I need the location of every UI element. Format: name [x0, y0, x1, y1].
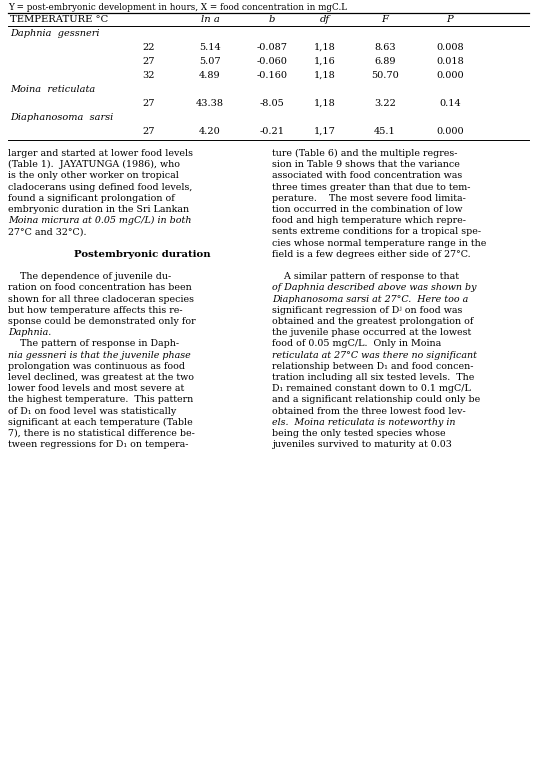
- Text: Postembryonic duration: Postembryonic duration: [74, 250, 211, 259]
- Text: -0.160: -0.160: [257, 71, 287, 80]
- Text: of Daphnia described above was shown by: of Daphnia described above was shown by: [272, 283, 477, 292]
- Text: ture (Table 6) and the multiple regres-: ture (Table 6) and the multiple regres-: [272, 149, 458, 158]
- Text: 1,16: 1,16: [314, 57, 336, 66]
- Text: 50.70: 50.70: [371, 71, 399, 80]
- Text: juveniles survived to maturity at 0.03: juveniles survived to maturity at 0.03: [272, 440, 452, 449]
- Text: The pattern of response in Daph-: The pattern of response in Daph-: [8, 340, 179, 349]
- Text: tration including all six tested levels.  The: tration including all six tested levels.…: [272, 373, 475, 382]
- Text: 1,18: 1,18: [314, 99, 336, 108]
- Text: but how temperature affects this re-: but how temperature affects this re-: [8, 306, 183, 315]
- Text: reticulata at 27°C was there no significant: reticulata at 27°C was there no signific…: [272, 351, 477, 359]
- Text: A similar pattern of response to that: A similar pattern of response to that: [272, 272, 460, 282]
- Text: 0.000: 0.000: [436, 71, 464, 80]
- Text: (Table 1).  JAYATUNGA (1986), who: (Table 1). JAYATUNGA (1986), who: [8, 160, 180, 169]
- Text: the juvenile phase occurred at the lowest: the juvenile phase occurred at the lowes…: [272, 328, 471, 337]
- Text: tion occurred in the combination of low: tion occurred in the combination of low: [272, 205, 463, 214]
- Text: 43.38: 43.38: [196, 99, 224, 108]
- Text: 3.22: 3.22: [374, 99, 396, 108]
- Text: P: P: [447, 15, 453, 24]
- Text: larger and started at lower food levels: larger and started at lower food levels: [8, 149, 193, 158]
- Text: -0.21: -0.21: [259, 127, 285, 136]
- Text: 45.1: 45.1: [374, 127, 396, 136]
- Text: obtained and the greatest prolongation of: obtained and the greatest prolongation o…: [272, 317, 474, 326]
- Text: 0.018: 0.018: [436, 57, 464, 66]
- Text: 1,18: 1,18: [314, 43, 336, 52]
- Text: -8.05: -8.05: [259, 99, 285, 108]
- Text: the highest temperature.  This pattern: the highest temperature. This pattern: [8, 395, 193, 404]
- Text: D₁ remained constant down to 0.1 mgC/L: D₁ remained constant down to 0.1 mgC/L: [272, 385, 471, 393]
- Text: 5.14: 5.14: [199, 43, 221, 52]
- Text: 32: 32: [142, 71, 155, 80]
- Text: Moina  reticulata: Moina reticulata: [10, 85, 95, 94]
- Text: The dependence of juvenile du-: The dependence of juvenile du-: [8, 272, 171, 282]
- Text: ration on food concentration has been: ration on food concentration has been: [8, 283, 192, 292]
- Text: Daphnia.: Daphnia.: [8, 328, 51, 337]
- Text: associated with food concentration was: associated with food concentration was: [272, 172, 463, 180]
- Text: significant regression of Dʲ on food was: significant regression of Dʲ on food was: [272, 306, 463, 315]
- Text: level declined, was greatest at the two: level declined, was greatest at the two: [8, 373, 194, 382]
- Text: tween regressions for D₁ on tempera-: tween regressions for D₁ on tempera-: [8, 440, 188, 449]
- Text: F: F: [381, 15, 388, 24]
- Text: 0.000: 0.000: [436, 127, 464, 136]
- Text: 0.14: 0.14: [439, 99, 461, 108]
- Text: embryonic duration in the Sri Lankan: embryonic duration in the Sri Lankan: [8, 205, 189, 214]
- Text: df: df: [320, 15, 330, 24]
- Text: is the only other worker on tropical: is the only other worker on tropical: [8, 172, 179, 180]
- Text: 0.008: 0.008: [436, 43, 464, 52]
- Text: sion in Table 9 shows that the variance: sion in Table 9 shows that the variance: [272, 160, 460, 169]
- Text: obtained from the three lowest food lev-: obtained from the three lowest food lev-: [272, 407, 466, 416]
- Text: of D₁ on food level was statistically: of D₁ on food level was statistically: [8, 407, 176, 416]
- Text: prolongation was continuous as food: prolongation was continuous as food: [8, 362, 185, 371]
- Text: -0.060: -0.060: [257, 57, 287, 66]
- Text: Diaphanosoma sarsi at 27°C.  Here too a: Diaphanosoma sarsi at 27°C. Here too a: [272, 295, 469, 304]
- Text: b: b: [269, 15, 275, 24]
- Text: cies whose normal temperature range in the: cies whose normal temperature range in t…: [272, 239, 487, 248]
- Text: sponse could be demonstrated only for: sponse could be demonstrated only for: [8, 317, 195, 326]
- Text: sents extreme conditions for a tropical spe-: sents extreme conditions for a tropical …: [272, 227, 482, 237]
- Text: 27: 27: [142, 99, 155, 108]
- Text: 6.89: 6.89: [374, 57, 396, 66]
- Text: Y = post-embryonic development in hours, X = food concentration in mgC.L: Y = post-embryonic development in hours,…: [8, 3, 347, 12]
- Text: food and high temperature which repre-: food and high temperature which repre-: [272, 216, 467, 225]
- Text: 27: 27: [142, 57, 155, 66]
- Text: 27: 27: [142, 127, 155, 136]
- Text: food of 0.05 mgC/L.  Only in Moina: food of 0.05 mgC/L. Only in Moina: [272, 340, 442, 349]
- Text: being the only tested species whose: being the only tested species whose: [272, 429, 446, 438]
- Text: Moina micrura at 0.05 mgC/L) in both: Moina micrura at 0.05 mgC/L) in both: [8, 216, 192, 225]
- Text: 1,18: 1,18: [314, 71, 336, 80]
- Text: 1,17: 1,17: [314, 127, 336, 136]
- Text: Diaphanosoma  sarsi: Diaphanosoma sarsi: [10, 113, 113, 122]
- Text: nia gessneri is that the juvenile phase: nia gessneri is that the juvenile phase: [8, 351, 191, 359]
- Text: 8.63: 8.63: [374, 43, 396, 52]
- Text: ln a: ln a: [200, 15, 220, 24]
- Text: 4.20: 4.20: [199, 127, 221, 136]
- Text: 5.07: 5.07: [199, 57, 221, 66]
- Text: three times greater than that due to tem-: three times greater than that due to tem…: [272, 182, 471, 192]
- Text: els.  Moina reticulata is noteworthy in: els. Moina reticulata is noteworthy in: [272, 418, 456, 427]
- Text: Daphnia  gessneri: Daphnia gessneri: [10, 29, 99, 38]
- Text: found a significant prolongation of: found a significant prolongation of: [8, 194, 175, 203]
- Text: -0.087: -0.087: [257, 43, 287, 52]
- Text: relationship between D₁ and food concen-: relationship between D₁ and food concen-: [272, 362, 474, 371]
- Text: shown for all three cladoceran species: shown for all three cladoceran species: [8, 295, 194, 304]
- Text: TEMPERATURE °C: TEMPERATURE °C: [10, 15, 108, 24]
- Text: and a significant relationship could only be: and a significant relationship could onl…: [272, 395, 481, 404]
- Text: field is a few degrees either side of 27°C.: field is a few degrees either side of 27…: [272, 250, 471, 259]
- Text: significant at each temperature (Table: significant at each temperature (Table: [8, 418, 193, 427]
- Text: cladocerans using defined food levels,: cladocerans using defined food levels,: [8, 182, 192, 192]
- Text: 27°C and 32°C).: 27°C and 32°C).: [8, 227, 86, 237]
- Text: 4.89: 4.89: [199, 71, 221, 80]
- Text: perature.    The most severe food limita-: perature. The most severe food limita-: [272, 194, 466, 203]
- Text: 22: 22: [142, 43, 155, 52]
- Text: 7), there is no statistical difference be-: 7), there is no statistical difference b…: [8, 429, 195, 438]
- Text: lower food levels and most severe at: lower food levels and most severe at: [8, 385, 184, 393]
